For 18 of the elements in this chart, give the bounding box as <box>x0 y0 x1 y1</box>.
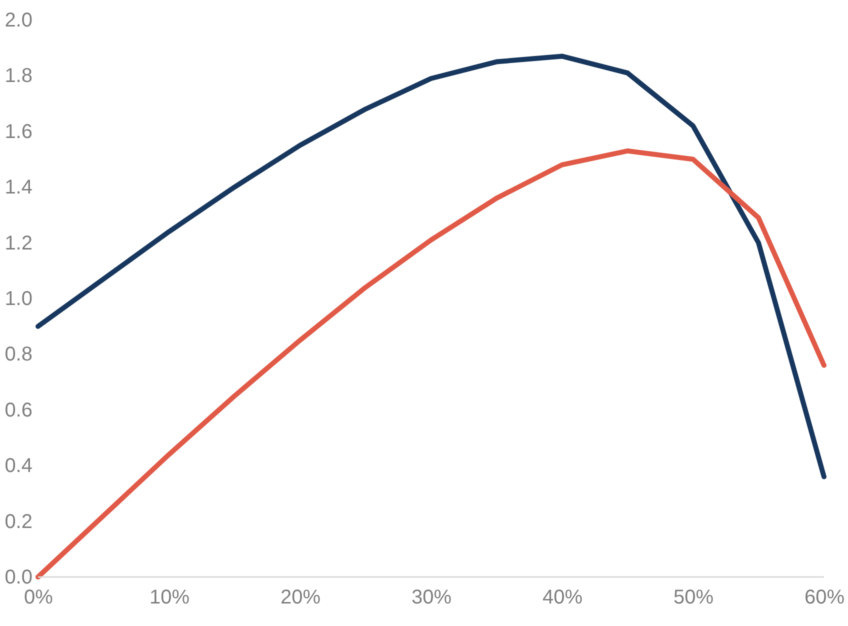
x-tick-label: 30% <box>411 586 452 608</box>
y-tick-label: 0.2 <box>4 510 32 533</box>
y-tick-label: 0.8 <box>4 344 32 366</box>
x-tick-label: 60% <box>804 586 845 608</box>
y-tick-label: 0.6 <box>4 399 32 422</box>
y-tick-label: 1.4 <box>4 176 32 199</box>
y-tick-label: 1.8 <box>4 65 32 88</box>
x-tick-label: 40% <box>542 586 583 608</box>
y-tick-label: 1.6 <box>4 120 32 143</box>
x-tick-label: 10% <box>149 586 190 608</box>
x-tick-label: 0% <box>24 586 54 608</box>
y-tick-label: 0.0 <box>4 566 32 588</box>
y-tick-label: 2.0 <box>4 10 32 32</box>
x-tick-label: 20% <box>280 586 321 608</box>
y-tick-label: 1.0 <box>4 288 32 310</box>
y-tick-label: 0.4 <box>4 455 32 478</box>
y-tick-label: 1.2 <box>4 232 32 254</box>
x-tick-label: 50% <box>673 586 714 608</box>
